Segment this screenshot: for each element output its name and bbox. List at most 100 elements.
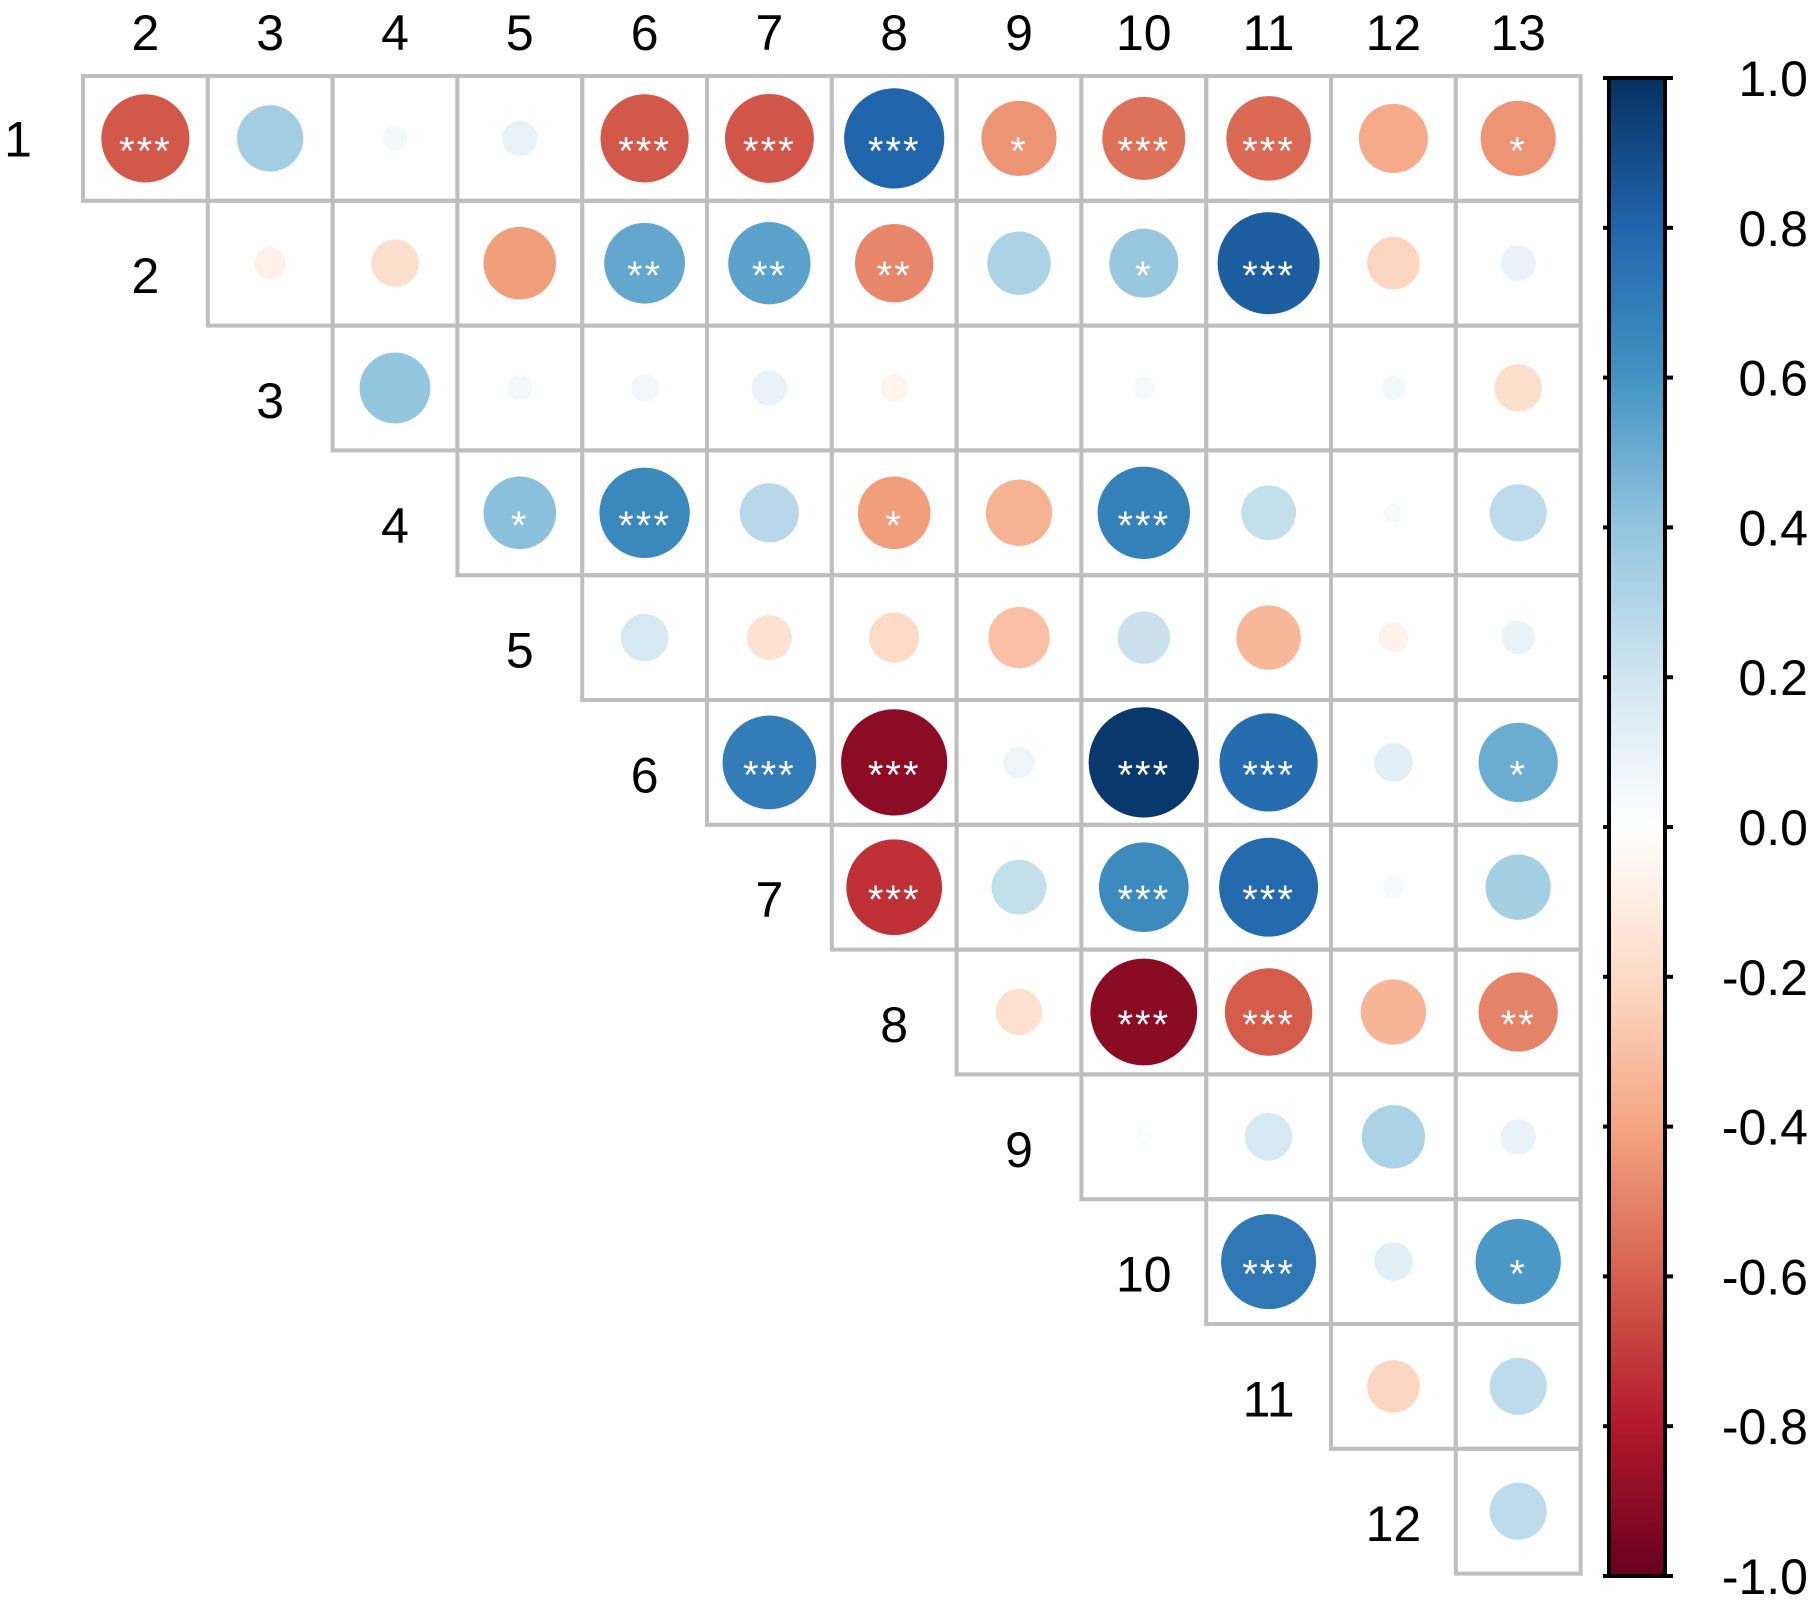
corr-circle-6-10 [1088,707,1199,818]
row-label-2: 2 [131,248,159,304]
corr-circle-8-12 [1360,979,1427,1045]
corr-circle-10-12 [1374,1242,1413,1281]
grid-layer [81,74,1583,1576]
colorbar-tick-label-5: 0.0 [1738,800,1808,856]
row-label-4: 4 [381,498,409,554]
corr-circle-6-12 [1374,743,1413,782]
significance-label-2-11: *** [1242,254,1295,298]
significance-label-10-13: * [1509,1253,1527,1297]
significance-label-6-10: *** [1117,753,1170,797]
corr-circle-6-11 [1219,713,1318,812]
column-label-11: 11 [1243,5,1295,61]
corr-circle-5-12 [1378,622,1409,653]
corr-circle-2-3 [254,247,287,280]
colorbar-tick-label-7: -0.4 [1722,1100,1808,1156]
significance-label-1-7: *** [743,129,796,173]
corr-circle-8-13 [1478,972,1558,1052]
corr-circle-7-11 [1219,837,1319,937]
corr-circle-1-12 [1358,103,1428,173]
corr-circle-4-12 [1383,503,1404,523]
column-label-7: 7 [755,5,783,61]
significance-label-6-13: * [1509,753,1527,797]
colorbar-tick-label-1: 0.8 [1738,201,1808,257]
row-label-8: 8 [880,997,908,1053]
corr-circle-4-10 [1097,466,1190,559]
corr-circle-4-9 [985,479,1053,546]
significance-label-1-6: *** [618,129,671,173]
colorbar: 1.0 0.8 0.6 0.4 0.2 0.0 -0.2 -0.4 -0.6 -0.8 -1.0 [1603,51,1808,1605]
corr-circle-9-13 [1500,1119,1536,1155]
grid-cell-3-9 [954,323,1084,453]
corr-circle-3-5 [507,375,533,401]
corr-circle-5-8 [869,612,920,663]
column-label-12: 12 [1366,5,1422,61]
corr-circle-7-13 [1485,854,1551,920]
column-label-9: 9 [1005,5,1033,61]
corr-circle-1-4 [382,125,408,151]
corr-circle-10-13 [1475,1218,1561,1305]
significance-label-1-11: *** [1242,129,1295,173]
corr-circle-7-8 [846,839,943,936]
corr-circle-2-10 [1109,228,1179,298]
column-label-2: 2 [131,5,159,61]
colorbar-tick-label-3: 0.4 [1738,500,1808,556]
corr-circle-10-11 [1221,1214,1317,1310]
circle-layer [101,88,1561,1540]
corr-circle-4-6 [599,467,690,558]
corr-circle-5-7 [747,615,792,660]
row-label-6: 6 [631,747,659,803]
corr-circle-9-10 [1135,1128,1152,1145]
significance-label-8-13: ** [1501,1003,1536,1047]
corr-circle-11-12 [1367,1360,1420,1413]
corr-circle-4-13 [1489,484,1547,542]
row-label-10: 10 [1116,1247,1172,1303]
significance-label-6-7: *** [743,753,796,797]
significance-label-1-8: *** [868,129,921,173]
corr-circle-2-7 [728,222,811,305]
corr-circle-1-8 [844,88,945,189]
column-label-13: 13 [1490,5,1546,61]
corr-circle-7-10 [1099,842,1189,932]
colorbar-tick-label-6: -0.2 [1722,950,1808,1006]
corr-circle-9-12 [1361,1105,1426,1169]
corr-circle-11-13 [1489,1357,1547,1415]
corr-circle-7-9 [991,859,1047,915]
corr-circle-2-5 [483,226,557,300]
corr-circle-1-13 [1480,100,1556,176]
column-label-3: 3 [256,5,284,61]
column-label-5: 5 [506,5,534,61]
corr-circle-3-8 [880,374,908,402]
corr-circle-3-12 [1380,375,1406,401]
significance-label-7-10: *** [1117,878,1170,922]
corr-circle-6-8 [841,709,948,816]
significance-label-10-11: *** [1242,1253,1295,1297]
row-label-7: 7 [755,872,783,928]
corr-circle-3-13 [1494,364,1542,412]
colorbar-tick-label-9: -0.8 [1722,1399,1808,1455]
corr-circle-7-12 [1382,876,1405,899]
corr-circle-5-9 [988,606,1050,669]
significance-label-2-8: ** [877,254,912,298]
corr-circle-6-13 [1478,722,1558,803]
column-label-8: 8 [880,5,908,61]
column-label-4: 4 [381,5,409,61]
significance-label-4-5: * [511,504,529,548]
corr-circle-5-10 [1117,611,1171,664]
corr-circle-2-13 [1500,245,1536,281]
corr-circle-1-9 [981,100,1057,176]
corr-circle-2-9 [987,231,1051,295]
significance-label-4-6: *** [618,504,671,548]
corr-circle-4-11 [1241,485,1297,541]
corr-circle-3-4 [359,352,431,424]
corr-circle-4-7 [739,483,800,543]
corr-circle-5-6 [620,613,669,662]
significance-label-1-13: * [1509,129,1527,173]
significance-label-2-6: ** [627,254,662,298]
significance-label-7-11: *** [1242,878,1295,922]
grid-cell-12-13 [1453,1446,1583,1576]
corr-circle-5-13 [1501,620,1535,655]
colorbar-tick-label-4: 0.2 [1738,650,1808,706]
